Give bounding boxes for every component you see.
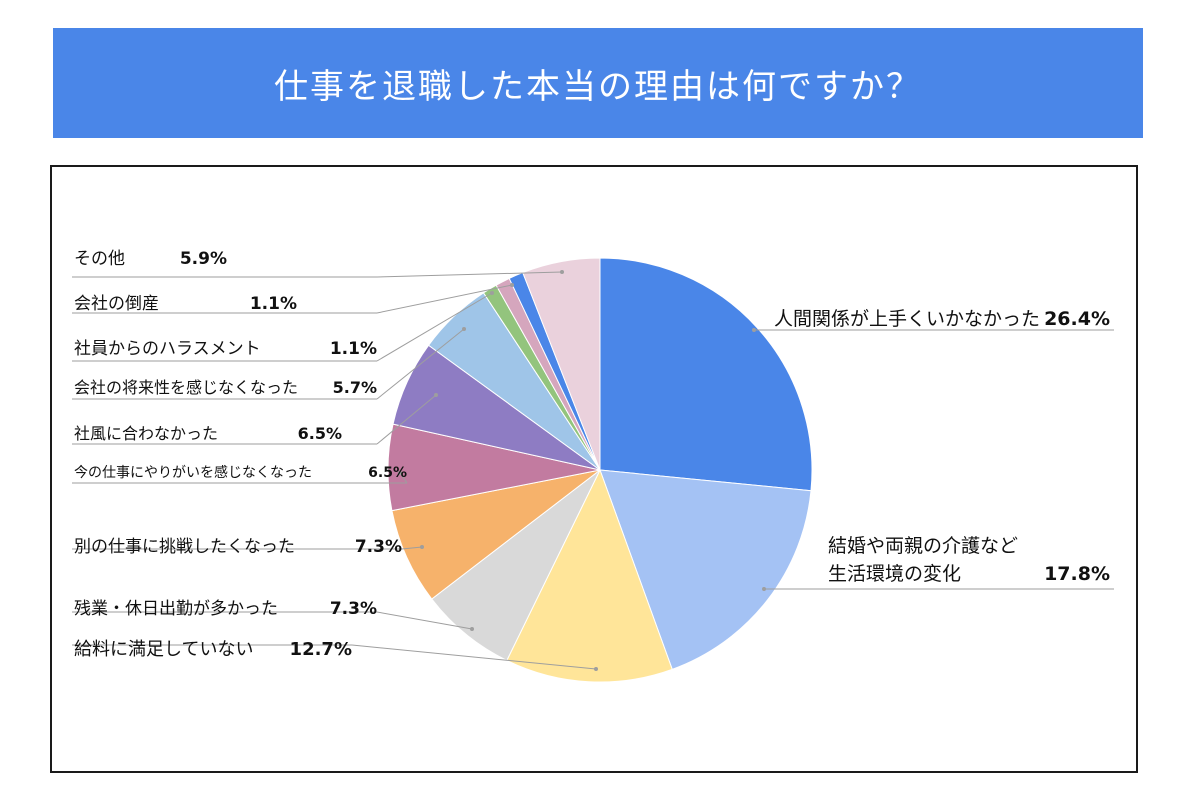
pie-slice-0: [599, 257, 813, 492]
slice-label-4: 別の仕事に挑戦したくなった: [74, 537, 295, 557]
slice-value-1: 17.8%: [1044, 563, 1110, 585]
chart-frame: 人間関係が上手くいかなかった 26.4% 結婚や両親の介護など 生活環境の変化 17.8…: [50, 165, 1138, 773]
slice-label-6: 社風に合わなかった: [74, 424, 218, 443]
pie-slice-1: [599, 469, 812, 670]
slice-label-9: 会社の倒産: [74, 294, 159, 314]
slice-label-7: 会社の将来性を感じなくなった: [74, 378, 298, 397]
slice-value-4: 7.3%: [355, 537, 402, 557]
slice-value-10: 5.9%: [180, 249, 227, 269]
slice-label-5: 今の仕事にやりがいを感じなくなった: [74, 464, 312, 481]
leader-line-5: [399, 472, 408, 484]
slice-value-7: 5.7%: [333, 378, 377, 397]
slice-value-8: 1.1%: [330, 339, 377, 359]
leader-line-6: [376, 394, 437, 445]
slice-label-1: 結婚や両親の介護など: [828, 535, 1018, 557]
slice-value-2: 12.7%: [290, 639, 352, 660]
slice-label-10: その他: [74, 249, 125, 269]
pie-slice-2: [506, 468, 673, 683]
slice-label-3: 残業・休日出勤が多かった: [74, 599, 278, 619]
slice-value-3: 7.3%: [330, 599, 377, 619]
chart-title: 仕事を退職した本当の理由は何ですか？: [53, 28, 1143, 138]
leader-line-7: [376, 328, 465, 400]
slice-label-0: 人間関係が上手くいかなかった: [774, 308, 1040, 330]
pie-slice-3: [431, 469, 601, 662]
chart-title-text: 仕事を退職した本当の理由は何ですか？: [274, 66, 922, 107]
slice-value-9: 1.1%: [250, 294, 297, 314]
slice-label-2: 給料に満足していない: [74, 639, 253, 660]
slice-value-6: 6.5%: [298, 424, 342, 443]
leader-line-2: [351, 644, 597, 670]
leader-line-10: [376, 271, 563, 278]
slice-label-line2-1: 生活環境の変化: [828, 563, 961, 585]
leader-line-9: [376, 284, 513, 314]
slice-value-5: 6.5%: [368, 465, 407, 481]
slice-label-8: 社員からのハラスメント: [74, 339, 261, 359]
leader-line-3: [376, 611, 473, 630]
leader-line-8: [376, 292, 493, 362]
pie-slice-4: [391, 469, 601, 600]
leader-line-4: [401, 546, 423, 550]
pie-slice-10: [522, 257, 601, 471]
slice-value-0: 26.4%: [1044, 308, 1110, 330]
